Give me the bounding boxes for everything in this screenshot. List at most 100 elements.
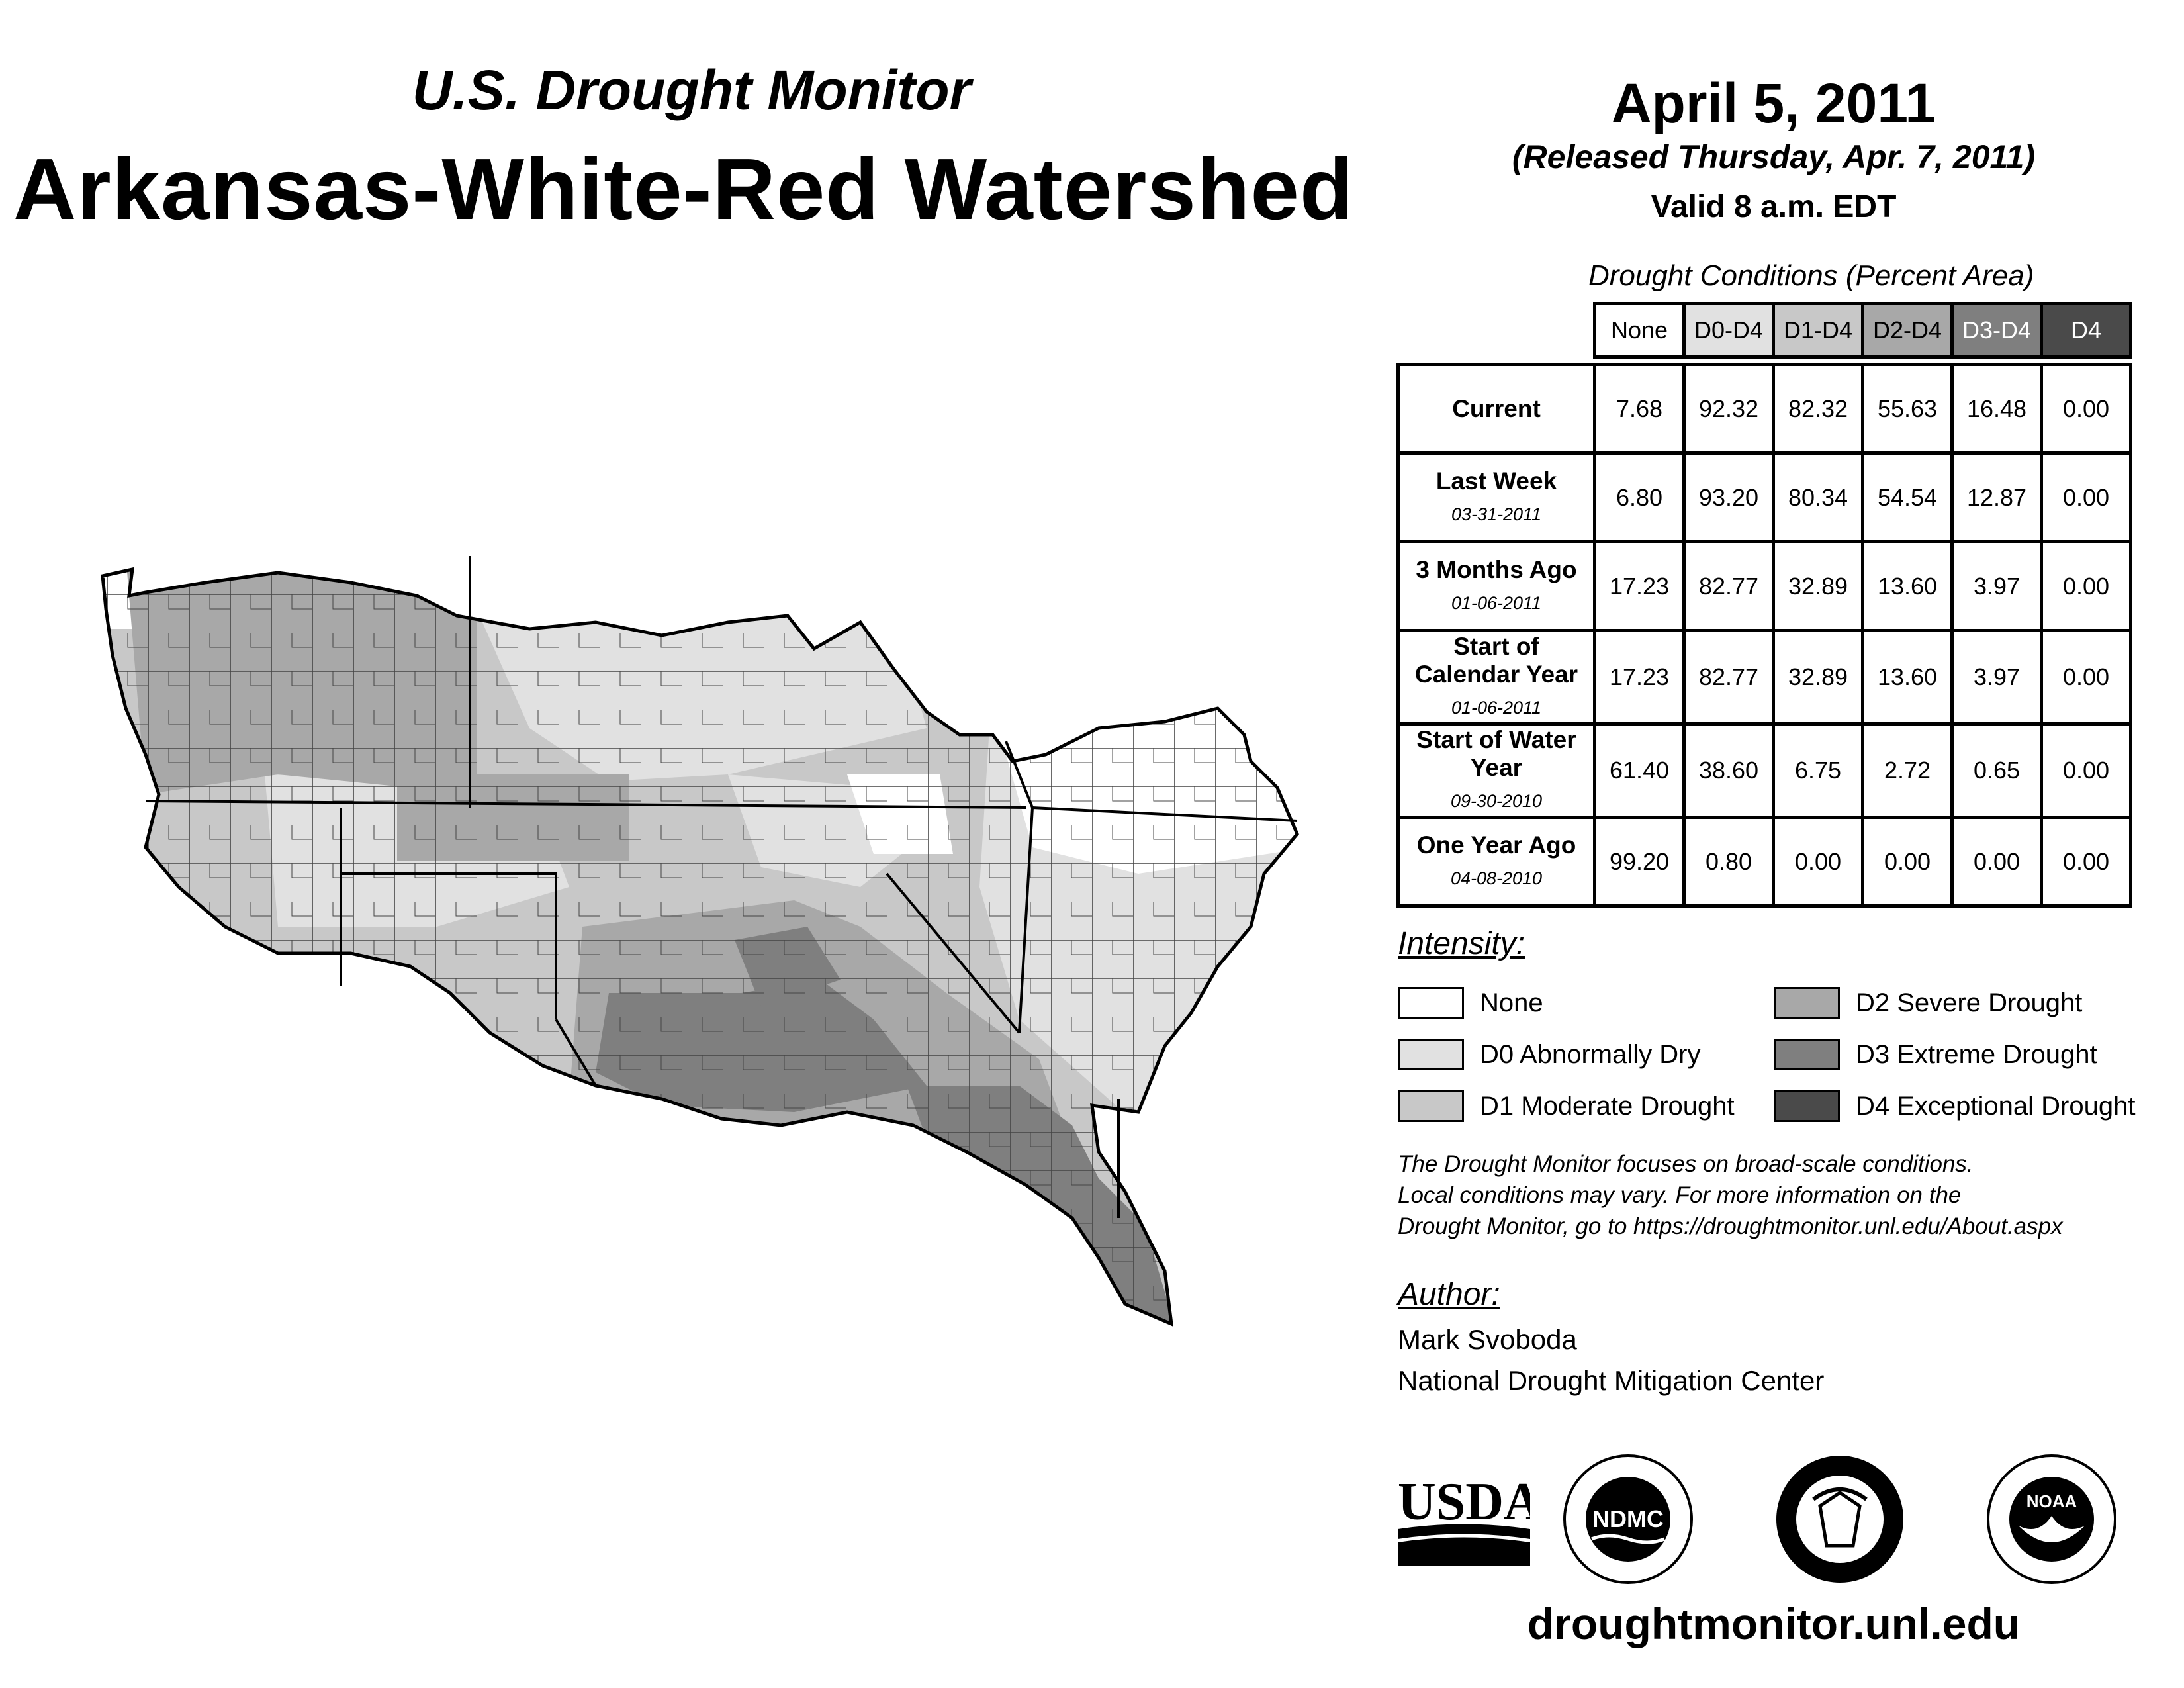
legend-swatch-none: [1398, 987, 1464, 1019]
table-cell: 6.80: [1593, 451, 1686, 543]
table-row: Start of Water Year 09-30-2010 61.40 38.60 6…: [1396, 722, 2132, 819]
note-line: Drought Monitor, go to https://droughtmo…: [1398, 1213, 2063, 1239]
table-cell: 0.00: [2040, 451, 2132, 543]
table-cell: 16.48: [1950, 363, 2043, 455]
table-cell: 0.00: [1772, 816, 1864, 908]
row-date: 09-30-2010: [1450, 791, 1543, 811]
table-cell: 17.23: [1593, 629, 1686, 726]
drought-conditions-table: None D0-D4 D1-D4 D2-D4 D3-D4 D4 Current 7…: [1396, 302, 2132, 908]
table-cell: 61.40: [1593, 722, 1686, 819]
author-organization: National Drought Mitigation Center: [1398, 1365, 1825, 1396]
legend-swatch-d1: [1398, 1090, 1464, 1122]
table-row: Last Week 03-31-2011 6.80 93.20 80.34 54.54 12…: [1396, 451, 2132, 543]
column-header-none: None: [1593, 302, 1686, 359]
row-date: 01-06-2011: [1451, 592, 1542, 613]
legend-item-none: None: [1398, 983, 1543, 1023]
table-cell: 3.97: [1950, 629, 2043, 726]
svg-text:NOAA: NOAA: [2026, 1491, 2077, 1511]
map-subtitle: U.S. Drought Monitor: [412, 59, 972, 121]
table-cell: 13.60: [1861, 540, 1954, 632]
table-cell: 0.00: [2040, 629, 2132, 726]
row-label-text: Start of Calendar Year: [1414, 633, 1578, 688]
row-label: Last Week 03-31-2011: [1396, 451, 1596, 543]
table-cell: 13.60: [1861, 629, 1954, 726]
table-row: One Year Ago 04-08-2010 99.20 0.80 0.00 0.00 0…: [1396, 816, 2132, 908]
row-date: 04-08-2010: [1450, 868, 1543, 888]
table-cell: 7.68: [1593, 363, 1686, 455]
row-label: One Year Ago 04-08-2010: [1396, 816, 1596, 908]
table-row: Start of Calendar Year 01-06-2011 17.23 82.…: [1396, 629, 2132, 726]
row-date: 01-06-2011: [1451, 698, 1542, 718]
column-header-d1-d4: D1-D4: [1772, 302, 1864, 359]
legend-swatch-d4: [1774, 1090, 1840, 1122]
commerce-seal-icon: [1776, 1456, 1903, 1583]
table-cell: 17.23: [1593, 540, 1686, 632]
table-cell: 82.32: [1772, 363, 1864, 455]
legend-label: D3 Extreme Drought: [1856, 1039, 2097, 1069]
table-cell: 0.00: [1861, 816, 1954, 908]
table-cell: 0.00: [2040, 722, 2132, 819]
row-label-text: Current: [1452, 395, 1541, 422]
row-label-text: Start of Water Year: [1416, 726, 1576, 781]
legend-item-d2: D2 Severe Drought: [1774, 983, 2082, 1023]
table-cell: 2.72: [1861, 722, 1954, 819]
legend-swatch-d2: [1774, 987, 1840, 1019]
row-label-text: Last Week: [1435, 467, 1557, 494]
table-cell: 82.77: [1682, 629, 1775, 726]
legend-label: None: [1480, 988, 1543, 1017]
row-label-text: One Year Ago: [1416, 831, 1576, 859]
author-heading: Author:: [1398, 1277, 1500, 1312]
legend-label: D2 Severe Drought: [1856, 988, 2083, 1017]
commerce-logo: [1774, 1453, 1906, 1585]
table-cell: 6.75: [1772, 722, 1864, 819]
row-label: 3 Months Ago 01-06-2011: [1396, 540, 1596, 632]
noaa-seal-icon: NOAA: [1987, 1454, 2116, 1584]
table-cell: 92.32: [1682, 363, 1775, 455]
column-header-d3-d4: D3-D4: [1950, 302, 2043, 359]
table-cell: 0.80: [1682, 816, 1775, 908]
legend-swatch-d0: [1398, 1039, 1464, 1070]
usda-logo-icon: USDA: [1398, 1473, 1542, 1566]
table-cell: 82.77: [1682, 540, 1775, 632]
legend-item-d1: D1 Moderate Drought: [1398, 1086, 1735, 1126]
legend-title: Intensity:: [1398, 926, 1525, 961]
valid-time: Valid 8 a.m. EDT: [1651, 189, 1897, 224]
table-cell: 0.00: [2040, 816, 2132, 908]
table-cell: 32.89: [1772, 629, 1864, 726]
table-cell: 32.89: [1772, 540, 1864, 632]
svg-text:USDA: USDA: [1398, 1473, 1530, 1531]
noaa-logo: NOAA: [1985, 1453, 2118, 1585]
ndmc-logo: NDMC: [1562, 1453, 1694, 1585]
legend-label: D0 Abnormally Dry: [1480, 1039, 1701, 1069]
note-line: The Drought Monitor focuses on broad-sca…: [1398, 1151, 1974, 1177]
release-date: (Released Thursday, Apr. 7, 2011): [1512, 138, 2036, 175]
map-title: Arkansas-White-Red Watershed: [13, 140, 1354, 238]
row-date: 03-31-2011: [1451, 504, 1542, 524]
table-cell: 0.00: [1950, 816, 2043, 908]
table-cell: 0.00: [2040, 540, 2132, 632]
website-url: droughtmonitor.unl.edu: [1527, 1599, 2021, 1648]
disclaimer-note: The Drought Monitor focuses on broad-sca…: [1398, 1149, 2179, 1242]
table-cell: 80.34: [1772, 451, 1864, 543]
ndmc-seal-icon: NDMC: [1563, 1454, 1693, 1584]
legend-label: D1 Moderate Drought: [1480, 1091, 1735, 1121]
svg-text:NDMC: NDMC: [1592, 1505, 1664, 1532]
watershed-map: [66, 556, 1324, 1350]
map-date: April 5, 2011: [1611, 72, 1936, 134]
table-cell: 99.20: [1593, 816, 1686, 908]
table-title: Drought Conditions (Percent Area): [1588, 259, 2034, 292]
row-label: Current: [1396, 363, 1596, 455]
row-label: Start of Calendar Year 01-06-2011: [1396, 629, 1596, 726]
author-name: Mark Svoboda: [1398, 1324, 1577, 1355]
table-cell: 3.97: [1950, 540, 2043, 632]
legend-item-d4: D4 Exceptional Drought: [1774, 1086, 2135, 1126]
table-header-row: None D0-D4 D1-D4 D2-D4 D3-D4 D4: [1398, 302, 2132, 359]
column-header-d0-d4: D0-D4: [1682, 302, 1775, 359]
legend-item-d3: D3 Extreme Drought: [1774, 1035, 2097, 1074]
table-cell: 55.63: [1861, 363, 1954, 455]
legend-label: D4 Exceptional Drought: [1856, 1091, 2136, 1121]
table-corner: [1398, 304, 1595, 357]
table-cell: 12.87: [1950, 451, 2043, 543]
table-cell: 93.20: [1682, 451, 1775, 543]
usda-logo: USDA: [1398, 1466, 1542, 1566]
